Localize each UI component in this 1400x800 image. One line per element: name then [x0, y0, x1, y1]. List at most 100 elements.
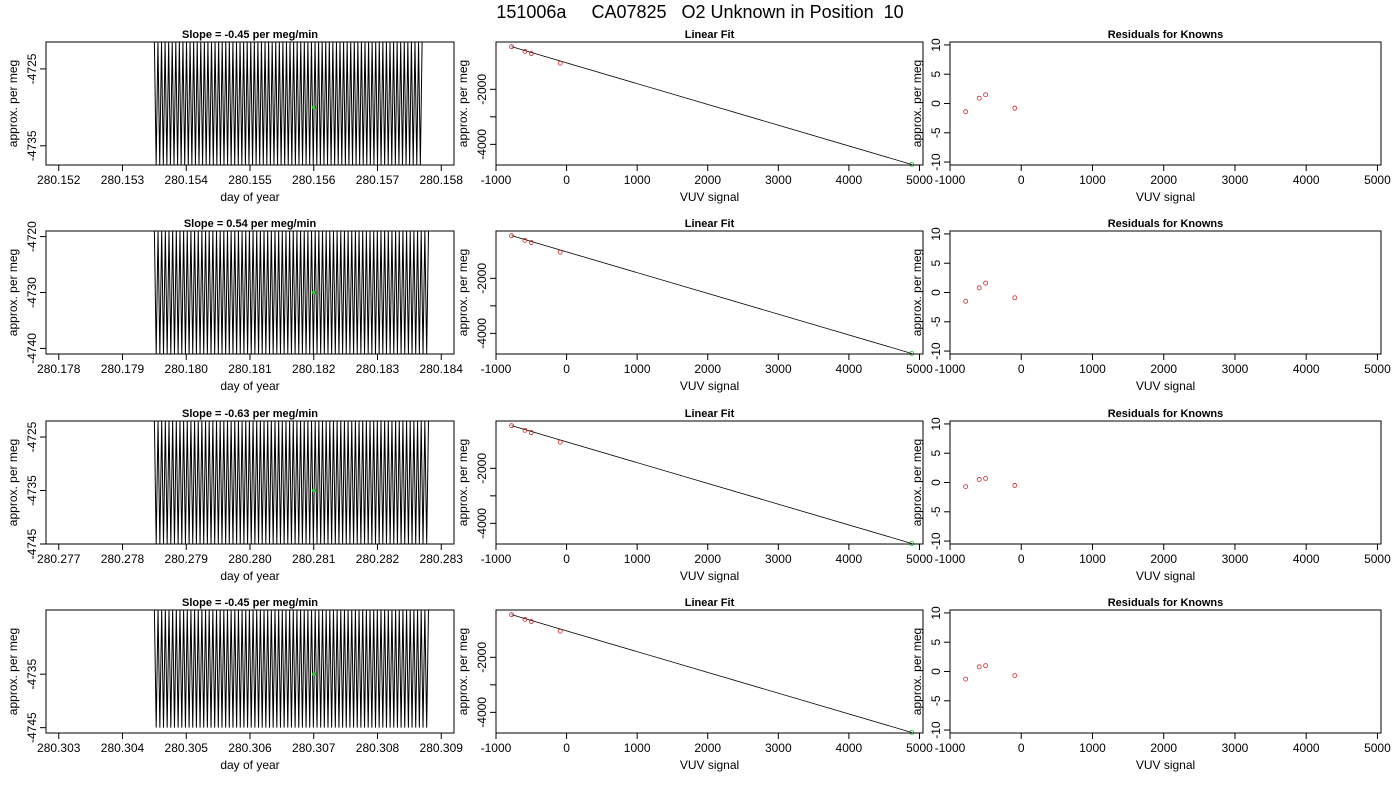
- y-tick-label: -4725: [25, 421, 39, 452]
- x-tick-label: 5000: [906, 552, 933, 566]
- unknown-marker: [311, 105, 316, 110]
- x-tick-label: 5000: [1364, 552, 1391, 566]
- fit-line: [511, 235, 912, 354]
- x-tick-label: 2000: [1150, 552, 1177, 566]
- x-tick-label: 1000: [1079, 173, 1106, 187]
- x-tick-label: 5000: [1364, 362, 1391, 376]
- residual-point: [963, 298, 969, 304]
- signal-trace: [153, 421, 429, 544]
- y-tick-label: 0: [929, 479, 943, 486]
- y-axis-label: approx. per meg: [456, 249, 470, 336]
- residuals-panel-4: Residuals for Knowns -1000 0 1000 2000 3000 40…: [910, 597, 1391, 772]
- x-tick-label: 280.153: [101, 173, 145, 187]
- x-tick-label: 280.282: [356, 552, 400, 566]
- x-tick-label: 280.277: [37, 552, 81, 566]
- known-point: [522, 48, 528, 54]
- y-tick-label: -4735: [25, 130, 39, 161]
- plot-frame: [949, 420, 1382, 545]
- known-point: [509, 233, 514, 239]
- y-axis-label: approx. per meg: [6, 439, 20, 526]
- plot-frame: [495, 41, 924, 166]
- x-tick-label: -1000: [481, 552, 512, 566]
- y-tick-label: -4730: [25, 277, 39, 308]
- x-tick-label: 3000: [1222, 552, 1249, 566]
- known-point: [528, 430, 534, 435]
- x-tick-label: 280.306: [228, 741, 272, 755]
- x-tick-label: 4000: [1293, 362, 1320, 376]
- timeseries-panel-3: Slope = -0.63 per meg/min 280.277 280.278 2…: [6, 408, 463, 583]
- timeseries-panel-2: Slope = 0.54 per meg/min 280.178 280.179 28…: [6, 218, 463, 393]
- plot-frame: [45, 41, 455, 166]
- signal-trace: [153, 42, 423, 165]
- plot-frame: [949, 41, 1382, 166]
- plot-frame: [495, 609, 924, 734]
- x-tick-label: 280.152: [37, 173, 81, 187]
- x-tick-label: 4000: [836, 741, 863, 755]
- x-tick-label: 5000: [906, 741, 933, 755]
- y-axis-label: approx. per meg: [6, 628, 20, 715]
- x-tick-label: 5000: [906, 362, 933, 376]
- x-tick-label: 2000: [694, 552, 721, 566]
- known-point: [509, 423, 514, 429]
- residual-point: [963, 484, 969, 490]
- y-axis-label: approx. per meg: [6, 249, 20, 336]
- fit-line: [511, 425, 912, 544]
- known-point: [522, 616, 528, 622]
- x-tick-label: -1000: [481, 362, 512, 376]
- known-point: [528, 619, 534, 624]
- y-tick-label: 10: [929, 606, 943, 620]
- y-axis-label: approx. per meg: [456, 628, 470, 715]
- x-tick-label: 2000: [1150, 362, 1177, 376]
- x-tick-label: 1000: [624, 173, 651, 187]
- y-tick-label: -10: [929, 721, 943, 739]
- x-tick-label: 4000: [836, 362, 863, 376]
- x-tick-label: 280.278: [101, 552, 145, 566]
- timeseries-panel-4: Slope = -0.45 per meg/min 280.303 280.304 2…: [6, 597, 463, 772]
- x-axis-label: VUV signal: [1136, 758, 1195, 772]
- plot-frame: [495, 420, 924, 545]
- y-tick-label: 0: [929, 668, 943, 675]
- y-tick-label: -5: [929, 127, 943, 138]
- residual-point: [1012, 483, 1018, 488]
- y-tick-label: -4745: [25, 712, 39, 743]
- panel-title: Linear Fit: [685, 29, 735, 41]
- y-tick-label: 10: [929, 38, 943, 52]
- residual-point: [963, 109, 969, 115]
- x-tick-label: 1000: [624, 362, 651, 376]
- y-tick-label: -4740: [25, 333, 39, 364]
- x-tick-label: -1000: [935, 173, 966, 187]
- plot-frame: [949, 609, 1382, 734]
- y-tick-label: -5: [929, 506, 943, 517]
- x-axis-label: day of year: [220, 569, 279, 583]
- x-tick-label: -1000: [935, 362, 966, 376]
- x-tick-label: 0: [1018, 362, 1025, 376]
- x-tick-label: 280.158: [420, 173, 464, 187]
- x-tick-label: 1000: [1079, 552, 1106, 566]
- known-point: [557, 439, 563, 445]
- x-tick-label: 0: [563, 741, 570, 755]
- y-tick-label: 5: [929, 71, 943, 78]
- residual-point: [1012, 673, 1018, 678]
- x-tick-label: 5000: [1364, 741, 1391, 755]
- y-tick-label: 5: [929, 260, 943, 267]
- residual-point: [976, 477, 982, 482]
- unknown-point: [909, 162, 915, 167]
- x-tick-label: 280.283: [420, 552, 464, 566]
- y-tick-label: -10: [929, 342, 943, 360]
- x-tick-label: 2000: [694, 173, 721, 187]
- panel-title: Residuals for Knowns: [1108, 408, 1224, 420]
- residuals-panel-2: Residuals for Knowns -1000 0 1000 2000 3000 40…: [910, 218, 1391, 393]
- y-axis-label: approx. per meg: [6, 60, 20, 147]
- y-tick-label: 10: [929, 417, 943, 431]
- x-axis-label: VUV signal: [680, 569, 739, 583]
- x-tick-label: 0: [1018, 552, 1025, 566]
- x-tick-label: 5000: [1364, 173, 1391, 187]
- x-tick-label: -1000: [481, 741, 512, 755]
- known-point: [509, 612, 514, 618]
- y-tick-label: -2000: [475, 74, 489, 105]
- x-tick-label: 5000: [906, 173, 933, 187]
- x-tick-label: 280.280: [228, 552, 272, 566]
- linearfit-panel-4: Linear Fit -1000 0 1000 2000 3000 4000 5000 -200…: [456, 597, 933, 772]
- known-point: [557, 628, 563, 634]
